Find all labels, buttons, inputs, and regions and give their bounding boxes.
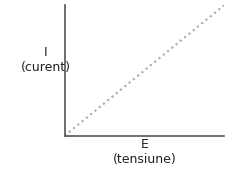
X-axis label: E
(tensiune): E (tensiune) (112, 139, 176, 167)
Y-axis label: I
(curent): I (curent) (21, 46, 70, 74)
